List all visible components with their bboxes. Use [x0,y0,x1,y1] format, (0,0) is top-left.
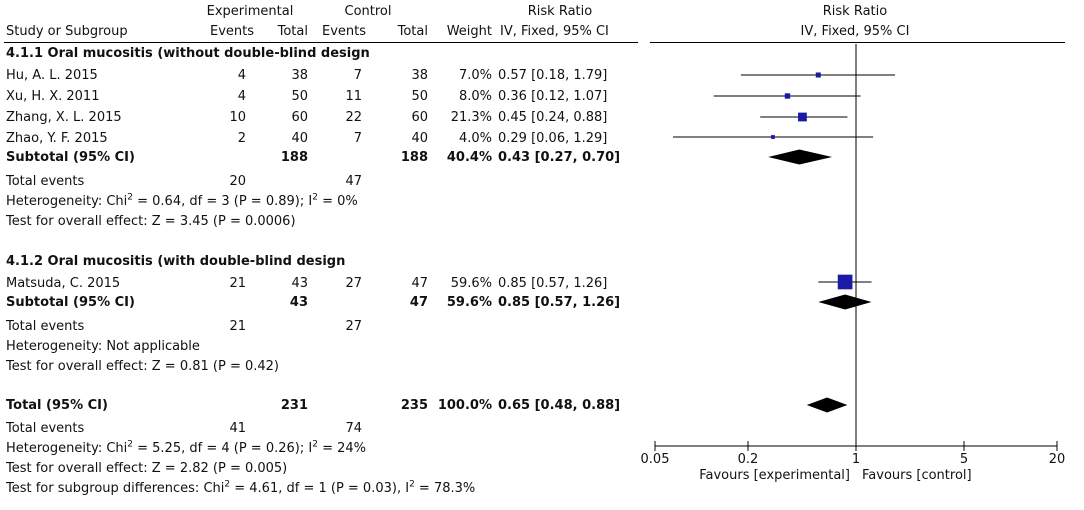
exp-events: 21 [229,319,246,334]
ctl-total: 235 [400,398,428,413]
exp-events: 41 [229,421,246,436]
pooled-diamond [818,294,872,310]
ctl-events-header: Events [321,24,366,39]
weight: 21.3% [450,110,492,125]
weight: 59.6% [446,295,492,310]
subtotal-label: Subtotal (95% CI) [6,150,135,165]
risk-ratio: 0.85 [0.57, 1.26] [498,276,608,291]
study-square [784,93,791,99]
risk-ratio: 0.85 [0.57, 1.26] [498,295,621,310]
ctl-events: 7 [353,131,362,146]
heterogeneity-text: Heterogeneity: Chi2 = 5.25, df = 4 (P = … [6,439,366,456]
subgroup2-title: 4.1.2 Oral mucositis (with double-blind … [6,254,346,269]
plot-header-divider [650,42,1065,43]
risk-ratio: 0.57 [0.18, 1.79] [498,68,608,83]
risk-ratio: 0.45 [0.24, 0.88] [498,110,608,125]
exp-events: 4 [237,68,246,83]
study-square [837,274,853,290]
study-name: Hu, A. L. 2015 [6,68,98,83]
total-events-label: Total events [6,421,85,436]
ctl-events: 74 [345,421,362,436]
x-tick-label: 5 [960,452,968,467]
ctl-total: 47 [409,295,428,310]
experimental-header: Experimental [206,4,294,19]
exp-total-header: Total [277,24,308,39]
exp-events: 4 [237,89,246,104]
study-name: Xu, H. X. 2011 [6,89,100,104]
ctl-events: 22 [345,110,362,125]
overall-effect-text: Test for overall effect: Z = 2.82 (P = 0… [6,461,288,476]
subgroup1-title: 4.1.1 Oral mucositis (without double-bli… [6,46,370,61]
overall-effect-text: Test for overall effect: Z = 3.45 (P = 0… [6,214,296,229]
exp-total: 188 [280,150,308,165]
study-col-header: Study or Subgroup [6,24,128,39]
method-plot-header: IV, Fixed, 95% CI [800,24,910,39]
exp-total: 40 [291,131,308,146]
total-label: Total (95% CI) [6,398,108,413]
exp-events: 21 [229,276,246,291]
total-events-label: Total events [6,319,85,334]
study-square [815,72,821,78]
weight: 59.6% [450,276,492,291]
ctl-total: 50 [411,89,428,104]
exp-total: 43 [289,295,308,310]
x-tick-label: 20 [1049,452,1066,467]
exp-total: 231 [280,398,308,413]
weight: 7.0% [458,68,492,83]
risk-ratio: 0.29 [0.06, 1.29] [498,131,608,146]
subgroup-differences-text: Test for subgroup differences: Chi2 = 4.… [6,479,476,496]
risk-ratio-plot-header: Risk Ratio [822,4,888,19]
heterogeneity-text: Heterogeneity: Chi2 = 0.64, df = 3 (P = … [6,192,358,209]
exp-total: 50 [291,89,308,104]
overall-effect-text: Test for overall effect: Z = 0.81 (P = 0… [6,359,279,374]
subtotal-label: Subtotal (95% CI) [6,295,135,310]
ctl-total: 47 [411,276,428,291]
risk-ratio-table-header: Risk Ratio [527,4,593,19]
weight: 4.0% [458,131,492,146]
favours-control-label: Favours [control] [862,468,972,483]
exp-events: 20 [229,174,246,189]
study-name: Zhang, X. L. 2015 [6,110,122,125]
ctl-total: 188 [400,150,428,165]
ctl-events: 27 [345,319,362,334]
ctl-events: 7 [353,68,362,83]
control-header: Control [344,4,392,19]
ctl-events: 47 [345,174,362,189]
exp-total: 60 [291,110,308,125]
ctl-total: 40 [411,131,428,146]
exp-events: 10 [229,110,246,125]
pooled-diamond [806,397,848,413]
study-name: Matsuda, C. 2015 [6,276,121,291]
x-tick-label: 1 [852,452,860,467]
study-name: Zhao, Y. F. 2015 [6,131,108,146]
favours-experimental-label: Favours [experimental] [699,468,850,483]
weight: 8.0% [458,89,492,104]
weight: 40.4% [446,150,492,165]
x-tick-label: 0.2 [738,452,759,467]
risk-ratio: 0.43 [0.27, 0.70] [498,150,621,165]
risk-ratio: 0.36 [0.12, 1.07] [498,89,608,104]
study-square [771,135,775,139]
weight: 100.0% [437,398,492,413]
pooled-diamond [768,149,833,165]
total-events-label: Total events [6,174,85,189]
risk-ratio: 0.65 [0.48, 0.88] [498,398,621,413]
ctl-events: 11 [345,89,362,104]
ctl-total-header: Total [397,24,428,39]
ctl-events: 27 [345,276,362,291]
exp-events-header: Events [209,24,254,39]
exp-total: 38 [291,68,308,83]
ctl-total: 60 [411,110,428,125]
exp-total: 43 [291,276,308,291]
exp-events: 2 [237,131,246,146]
header-divider [4,42,638,43]
study-square [798,112,807,122]
heterogeneity-text: Heterogeneity: Not applicable [6,339,200,354]
weight-header: Weight [446,24,492,39]
x-tick-label: 0.05 [641,452,670,467]
method-table-header: IV, Fixed, 95% CI [500,24,609,39]
ctl-total: 38 [411,68,428,83]
